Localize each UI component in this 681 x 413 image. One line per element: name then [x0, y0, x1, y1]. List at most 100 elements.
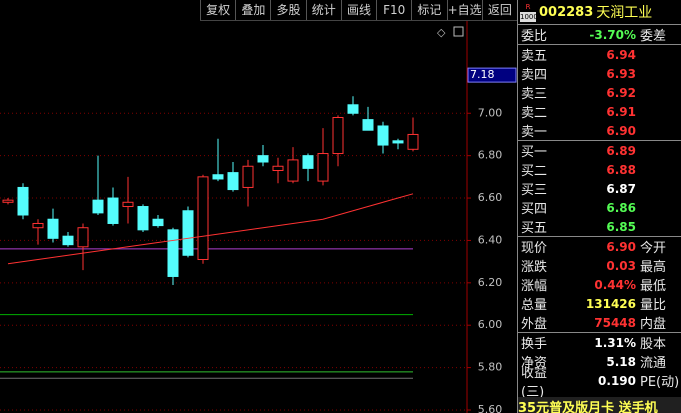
row-label: 外盘 — [521, 317, 548, 332]
axis-marker-label: 7.18 — [470, 68, 495, 81]
y-tick-label: 6.00 — [478, 318, 503, 331]
candle-body — [317, 153, 329, 182]
row-value: 0.44% — [594, 277, 636, 292]
candle-body — [392, 140, 404, 144]
quote-row: 卖一 6.90 — [518, 121, 681, 141]
y-tick-label: 6.60 — [478, 191, 503, 204]
quote-rows: 委比 -3.70% 委差 卖五 6.94 卖四 6.93 卖三 6.92 卖二 6.91 卖一 6.90… — [518, 25, 681, 400]
row-label: 总量 — [521, 298, 548, 313]
toolbar-button[interactable]: 返回 — [481, 0, 517, 20]
badge-bottom: 1000 — [520, 12, 538, 22]
quote-row: 外盘 75448 内盘 — [518, 313, 681, 333]
row-label: 现价 — [521, 241, 548, 256]
toolbar-button[interactable]: 复权 — [200, 0, 235, 20]
row-label: 买五 — [521, 221, 548, 236]
toolbar-button[interactable]: 叠加 — [235, 0, 270, 20]
quote-row: 净资 5.18 流通 — [518, 352, 681, 372]
quote-row: 买四 6.86 — [518, 198, 681, 218]
candle-body — [182, 210, 194, 256]
row-label: 买一 — [521, 145, 548, 160]
candle-body — [257, 155, 269, 163]
icon-square[interactable] — [453, 26, 464, 37]
row-label: 卖一 — [521, 125, 548, 140]
toolbar-button[interactable]: +自选 — [446, 0, 482, 20]
quote-row: 收益(三) 0.190 PE(动) — [518, 366, 681, 400]
row-value: 5.18 — [606, 354, 636, 369]
row-label: 收益(三) — [521, 365, 548, 400]
stock-code: 002283 — [539, 4, 594, 20]
candle-body — [2, 199, 14, 203]
row-value: 6.88 — [606, 162, 636, 177]
candle-body — [17, 186, 29, 216]
quote-row: 总量 131426 量比 — [518, 294, 681, 314]
row-value: 75448 — [594, 315, 636, 330]
quote-row: 买二 6.88 — [518, 160, 681, 180]
candle-body — [362, 119, 374, 131]
chart: ◇ 5.60 5.80 6.00 6.20 6.40 6.60 6.80 7.00 7.18 — [0, 20, 517, 413]
candle-body — [137, 206, 149, 231]
row-right-label: 今开 — [640, 241, 667, 256]
quote-panel: R 1000 002283 天润工业 委比 -3.70% 委差 卖五 6.94 卖四 6.93… — [517, 0, 681, 413]
row-value: 1.31% — [594, 335, 636, 350]
quote-row: 现价 6.90 今开 — [518, 237, 681, 257]
row-value: 6.93 — [606, 66, 636, 81]
toolbar-button[interactable]: 标记 — [411, 0, 446, 20]
row-right-label: 量比 — [640, 298, 667, 313]
candle-body — [227, 172, 239, 191]
y-tick-label: 5.80 — [478, 361, 503, 374]
candle-body — [272, 165, 284, 171]
candle-body — [347, 104, 359, 114]
candle-body — [152, 218, 164, 227]
y-tick-label: 6.20 — [478, 276, 503, 289]
candle-body — [197, 176, 209, 261]
toolbar-button[interactable]: 多股 — [270, 0, 305, 20]
row-right-label: 最高 — [640, 260, 667, 275]
toolbar-button[interactable]: F10 — [376, 0, 411, 20]
toolbar-button[interactable]: 画线 — [340, 0, 376, 20]
candle-body — [47, 218, 59, 239]
row-right-label: PE(动) — [640, 375, 680, 390]
row-label: 委比 — [521, 29, 548, 44]
row-label: 买三 — [521, 183, 548, 198]
y-tick-label: 6.80 — [478, 149, 503, 162]
row-label: 卖三 — [521, 87, 548, 102]
quote-header: R 1000 002283 天润工业 — [518, 0, 681, 25]
toolbar-button[interactable]: 统计 — [305, 0, 341, 20]
candle-body — [287, 159, 299, 182]
candle-body — [302, 155, 314, 169]
row-value: 0.190 — [598, 373, 636, 388]
row-value: 6.90 — [606, 239, 636, 254]
row-label: 换手 — [521, 337, 548, 352]
y-tick-label: 6.40 — [478, 233, 503, 246]
ma-line — [7, 193, 414, 265]
badge: R 1000 — [520, 2, 538, 22]
row-label: 买四 — [521, 202, 548, 217]
row-value: 6.86 — [606, 200, 636, 215]
icon-diamond[interactable]: ◇ — [437, 26, 446, 39]
candle-body — [407, 133, 419, 150]
row-right-label: 股本 — [640, 337, 667, 352]
quote-row: 涨跌 0.03 最高 — [518, 256, 681, 276]
row-value: 6.89 — [606, 143, 636, 158]
row-value: 131426 — [585, 296, 636, 311]
quote-row: 买三 6.87 — [518, 179, 681, 199]
candle-body — [122, 201, 134, 208]
candle-body — [62, 235, 74, 246]
banner[interactable]: 35元普及版月卡 送手机 — [518, 397, 681, 413]
row-label: 卖二 — [521, 106, 548, 121]
row-value: 0.03 — [606, 258, 636, 273]
row-value: 6.85 — [606, 219, 636, 234]
row-label: 买二 — [521, 164, 548, 179]
row-value: 6.87 — [606, 181, 636, 196]
quote-row: 卖二 6.91 — [518, 102, 681, 122]
row-right-label: 委差 — [640, 29, 667, 44]
row-label: 涨跌 — [521, 260, 548, 275]
quote-row: 卖四 6.93 — [518, 64, 681, 84]
candle-body — [167, 229, 179, 277]
row-label: 净资 — [521, 356, 548, 371]
candle-body — [92, 199, 104, 214]
candle-body — [212, 174, 224, 180]
row-value: -3.70% — [589, 27, 636, 42]
quote-row: 卖五 6.94 — [518, 45, 681, 65]
